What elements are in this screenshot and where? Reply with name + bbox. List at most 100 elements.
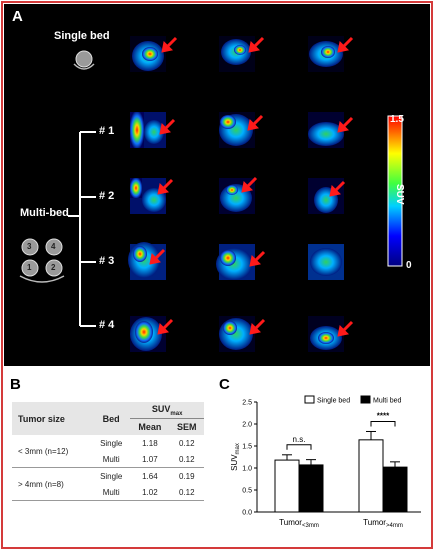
table-header-row: Tumor size Bed SUVmax — [12, 402, 204, 435]
suv-colorbar — [387, 115, 403, 267]
header-mean: Mean — [130, 418, 170, 435]
mean-cell: 1.18 — [142, 438, 158, 448]
table-row: Multi 1.07 0.12 — [12, 451, 204, 468]
y-tick-label: 0.5 — [242, 488, 252, 495]
multi-bed-bracket — [68, 131, 96, 327]
bed-cell: Multi — [102, 487, 120, 497]
sem-cell: 0.12 — [178, 454, 195, 464]
bar — [274, 459, 300, 513]
arrow-icon — [241, 176, 258, 193]
arrow-icon — [337, 116, 354, 133]
arrow-icon — [157, 318, 174, 335]
y-tick-label: 2.5 — [242, 400, 252, 407]
position-label-4: # 4 — [99, 319, 115, 331]
multi-bed-tray-icon — [19, 238, 65, 283]
sem-cell: 0.12 — [178, 487, 195, 497]
pet-image — [219, 316, 255, 352]
colorbar-axis-label: SUV — [394, 184, 405, 205]
x-category-label: Tumor<3mm — [279, 518, 319, 529]
arrow-icon — [249, 318, 266, 335]
pet-image — [130, 112, 166, 148]
arrow-icon — [149, 248, 166, 265]
arrow-icon — [249, 250, 266, 267]
panel-a-pet-images: A Single bed Multi-bed # 1 # 2 # 3 # 4 3… — [4, 4, 430, 366]
suv-statistics-table: Tumor size Bed SUVmax Mean SEM < 3mm (n=… — [12, 402, 204, 501]
arrow-icon — [157, 178, 174, 195]
y-tick-label: 1.5 — [242, 444, 252, 451]
significance-bracket — [286, 444, 312, 450]
header-suv: SUVmax — [130, 402, 204, 419]
significance-label: **** — [377, 411, 390, 420]
panel-letter-b: B — [10, 376, 21, 393]
tray-number-1: 1 — [27, 263, 32, 272]
pet-image — [130, 36, 166, 72]
pet-image — [130, 178, 166, 214]
tray-number-2: 2 — [51, 263, 56, 272]
panel-letter-c: C — [219, 376, 230, 393]
table-row: Multi 1.02 0.12 — [12, 484, 204, 501]
header-sem: SEM — [169, 418, 204, 435]
bar — [358, 439, 384, 513]
pet-image — [308, 112, 344, 148]
legend-swatch-single — [304, 395, 315, 404]
single-bed-tray-icon — [73, 50, 95, 70]
single-bed-label: Single bed — [54, 30, 110, 42]
x-category-label: Tumor>4mm — [363, 518, 403, 529]
table-subheader-row: Mean SEM — [12, 418, 204, 435]
mean-cell: 1.07 — [142, 454, 158, 464]
group-cell: > 4mm (n=8) — [12, 467, 93, 501]
y-tick-label: 2.0 — [242, 422, 252, 429]
pet-scan-images — [128, 36, 344, 352]
tumor-arrows — [149, 36, 354, 337]
legend-label-multi: Multi bed — [373, 398, 402, 405]
sem-cell: 0.19 — [178, 471, 195, 481]
y-tick-label: 1.0 — [242, 466, 252, 473]
pet-image — [308, 178, 344, 214]
arrow-icon — [247, 114, 264, 131]
position-label-1: # 1 — [99, 125, 115, 137]
arrow-icon — [337, 36, 354, 53]
panel-c-suv-chart: C 0.0 0.5 1.0 1.5 2.0 2.5 SUVmax Tumor<3mm Tumor… — [215, 372, 429, 546]
table-row: < 3mm (n=12) Single 1.18 0.12 — [12, 435, 204, 468]
arrow-icon — [159, 118, 176, 135]
panel-b-suv-table: B Tumor size Bed SUVmax Mean SEM < 3mm (… — [4, 372, 209, 546]
bar — [382, 466, 408, 513]
pet-image — [128, 242, 166, 280]
y-axis-label: SUVmax — [230, 443, 241, 471]
bed-cell: Single — [100, 471, 123, 481]
multi-bed-label: Multi-bed — [20, 207, 69, 219]
pet-image — [130, 316, 166, 352]
pet-image-grid — [19, 36, 403, 352]
pet-image — [216, 244, 255, 280]
pet-image — [219, 36, 255, 72]
bar — [298, 464, 324, 513]
arrow-icon — [248, 36, 265, 53]
tray-number-4: 4 — [51, 242, 56, 251]
pet-image — [219, 112, 255, 148]
arrow-icon — [161, 36, 178, 53]
bed-cell: Single — [100, 438, 123, 448]
table-row: > 4mm (n=8) Single 1.64 0.19 — [12, 467, 204, 501]
header-bed: Bed — [92, 402, 131, 435]
significance-bracket — [370, 420, 396, 427]
mean-cell: 1.02 — [142, 487, 158, 497]
panel-letter-a: A — [12, 8, 23, 25]
mean-cell: 1.64 — [142, 471, 158, 481]
colorbar-max-label: 1.5 — [390, 114, 404, 125]
sem-cell: 0.12 — [178, 438, 195, 448]
pet-image — [308, 36, 344, 72]
arrow-icon — [337, 320, 354, 337]
bed-cell: Multi — [102, 454, 120, 464]
legend-swatch-multi — [360, 395, 371, 404]
arrow-icon — [329, 180, 346, 197]
suv-bar-chart: 0.0 0.5 1.0 1.5 2.0 2.5 SUVmax Tumor<3mm Tumor>4… — [230, 395, 421, 529]
legend-label-single: Single bed — [317, 398, 350, 405]
position-label-3: # 3 — [99, 255, 115, 267]
pet-image — [308, 244, 344, 280]
tray-number-3: 3 — [27, 242, 32, 251]
significance-label: n.s. — [293, 435, 306, 444]
group-cell: < 3mm (n=12) — [12, 435, 93, 468]
position-label-2: # 2 — [99, 190, 115, 202]
colorbar-min-label: 0 — [406, 260, 412, 271]
